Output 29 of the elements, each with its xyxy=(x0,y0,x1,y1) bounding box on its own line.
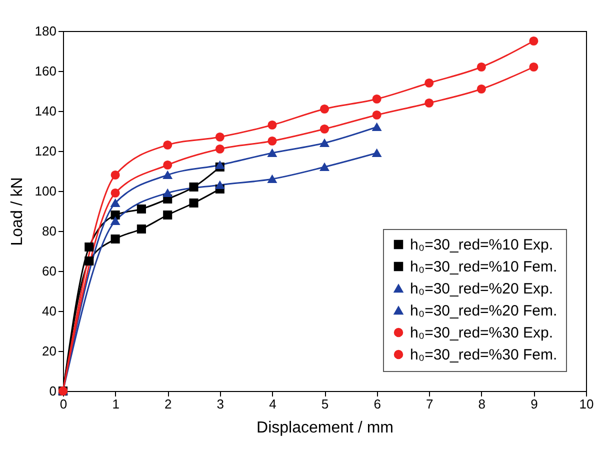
x-tick-label: 4 xyxy=(269,396,276,412)
y-tick-label: 60 xyxy=(42,264,56,278)
y-tick-label: 160 xyxy=(34,64,56,78)
y-tick-label: 80 xyxy=(42,224,56,238)
x-tick-label: 8 xyxy=(478,396,486,412)
x-tick-label: 5 xyxy=(321,396,329,412)
y-tick-label: 140 xyxy=(34,104,56,118)
legend-label: h₀=30_red=%10 Exp. xyxy=(410,236,553,254)
x-tick-label: 0 xyxy=(60,396,68,412)
x-tick-label: 2 xyxy=(164,396,172,412)
y-axis-title: Load / kN xyxy=(8,177,26,246)
legend-label: h₀=30_red=%20 Exp. xyxy=(410,280,553,298)
x-tick-label: 6 xyxy=(374,396,381,412)
legend-label: h₀=30_red=%20 Fem. xyxy=(410,302,558,320)
x-tick-label: 1 xyxy=(112,396,120,412)
y-tick-label: 120 xyxy=(34,144,56,158)
x-axis-title: Displacement / mm xyxy=(256,420,394,436)
y-tick-label: 180 xyxy=(34,24,56,38)
y-tick-label: 40 xyxy=(42,304,56,318)
legend-label: h₀=30_red=%30 Exp. xyxy=(410,324,553,342)
y-tick-label: 100 xyxy=(34,184,56,198)
y-tick-label: 20 xyxy=(42,344,56,358)
x-tick-label: 9 xyxy=(530,396,538,412)
x-tick-label: 3 xyxy=(216,396,224,412)
x-tick-label: 10 xyxy=(579,396,594,412)
legend-label: h₀=30_red=%10 Fem. xyxy=(410,258,558,276)
x-tick-label: 7 xyxy=(426,396,434,412)
legend-label: h₀=30_red=%30 Fem. xyxy=(410,346,558,364)
y-tick-label: 0 xyxy=(49,384,56,398)
